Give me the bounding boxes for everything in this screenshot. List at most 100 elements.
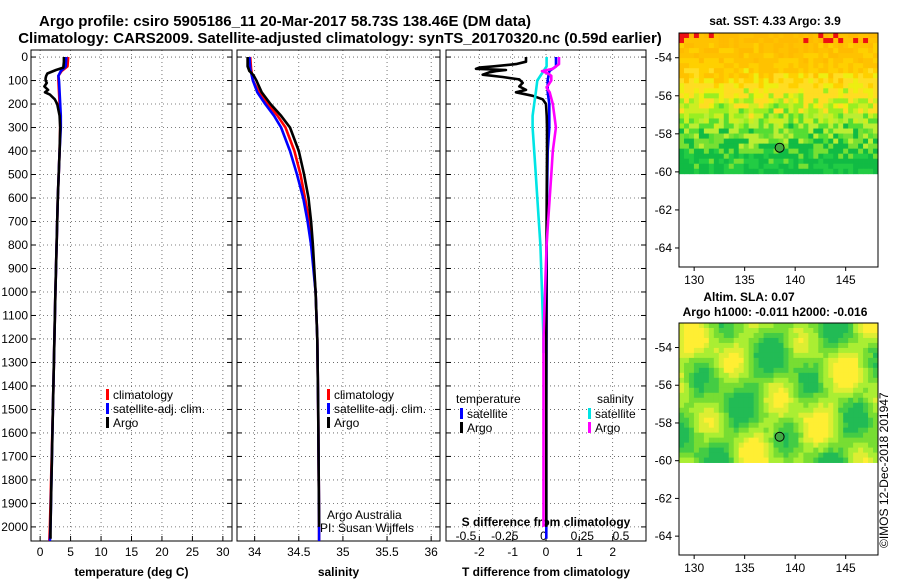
map-cell	[738, 452, 745, 458]
map-cell	[733, 58, 740, 64]
map-cell	[848, 43, 854, 49]
map-cell	[828, 402, 834, 409]
map-cell	[679, 332, 685, 339]
map-cell	[823, 427, 829, 434]
map-cell	[768, 372, 774, 379]
map-cell	[693, 452, 700, 458]
map-cell	[868, 417, 874, 424]
map-cell	[778, 153, 784, 160]
map-cell	[858, 138, 864, 145]
map-cell	[783, 372, 789, 379]
map-cell	[738, 78, 745, 84]
map-cell	[808, 123, 814, 129]
map-cell	[738, 377, 745, 384]
map-cell	[728, 128, 735, 134]
map-cell	[683, 163, 690, 170]
map-cell	[853, 83, 859, 89]
map-cell	[813, 357, 819, 364]
map-cell	[793, 158, 799, 165]
map-cell	[838, 103, 844, 109]
map-cell	[823, 392, 829, 399]
map-cell	[753, 113, 760, 119]
map-cell	[768, 327, 774, 334]
map-cell	[858, 38, 864, 44]
map-cell	[858, 113, 864, 119]
map-cell	[703, 63, 710, 69]
map-cell	[738, 427, 745, 434]
map-cell	[713, 417, 720, 424]
map-cell	[708, 63, 715, 69]
map-cell	[713, 83, 720, 89]
map-cell	[708, 98, 715, 104]
map-cell	[733, 387, 740, 394]
map-cell	[808, 53, 814, 59]
series-line-satellite-adj-clim-	[248, 56, 321, 541]
legend-label: satellite	[467, 407, 508, 421]
map-cell	[718, 347, 725, 354]
map-cell	[763, 163, 769, 170]
map-cell	[758, 128, 764, 134]
map-cell	[708, 342, 715, 349]
map-cell	[748, 367, 755, 374]
diff-legend-temperature: temperature	[456, 392, 521, 406]
map-cell	[848, 417, 854, 424]
map-cell	[843, 362, 849, 369]
map-cell	[813, 457, 819, 463]
map-cell	[768, 63, 774, 69]
map-cell	[853, 377, 859, 384]
map-bottom-title-2: Argo h1000: -0.011 h2000: -0.016	[683, 305, 868, 319]
map-cell	[828, 382, 834, 389]
map-cell	[848, 83, 854, 89]
map-cell	[848, 392, 854, 399]
map-cell	[818, 457, 824, 463]
map-cell	[818, 422, 824, 429]
map-cell	[688, 427, 695, 434]
map-cell	[868, 432, 874, 439]
map-cell	[703, 103, 710, 109]
map-cell	[808, 168, 814, 175]
map-cell	[698, 382, 705, 389]
map-cell	[713, 437, 720, 444]
map-cell	[703, 143, 710, 150]
map-cell	[768, 402, 774, 409]
map-cell	[863, 357, 869, 364]
map-cell	[783, 133, 789, 139]
map-cell	[693, 327, 700, 334]
map-cell	[833, 38, 839, 44]
map-cell	[813, 422, 819, 429]
map-cell	[683, 83, 690, 89]
map-cell	[768, 118, 774, 124]
map-cell	[868, 163, 874, 170]
map-cell	[748, 33, 755, 39]
map-cell	[703, 58, 710, 64]
map-cell	[763, 138, 769, 145]
map-cell	[778, 93, 784, 99]
x-tick-label: 10	[94, 545, 108, 559]
map-cell	[793, 103, 799, 109]
map-cell	[763, 332, 769, 339]
map-cell	[803, 407, 809, 414]
map-cell	[833, 103, 839, 109]
map-cell	[863, 163, 869, 170]
map-cell	[763, 43, 769, 49]
map-cell	[683, 323, 690, 329]
map-cell	[768, 43, 774, 49]
map-cell	[813, 437, 819, 444]
map-cell	[873, 53, 879, 59]
map-cell	[788, 43, 794, 49]
map-cell	[808, 352, 814, 359]
map-cell	[793, 58, 799, 64]
map-cell	[873, 337, 879, 344]
map-cell	[683, 143, 690, 150]
map-cell	[683, 457, 690, 463]
map-cell	[853, 352, 859, 359]
map-cell	[728, 397, 735, 404]
map-cell	[688, 323, 695, 329]
map-cell	[733, 108, 740, 114]
map-cell	[698, 347, 705, 354]
map-cell	[783, 103, 789, 109]
map-cell	[753, 432, 760, 439]
map-cell	[748, 108, 755, 114]
map-cell	[758, 412, 764, 419]
